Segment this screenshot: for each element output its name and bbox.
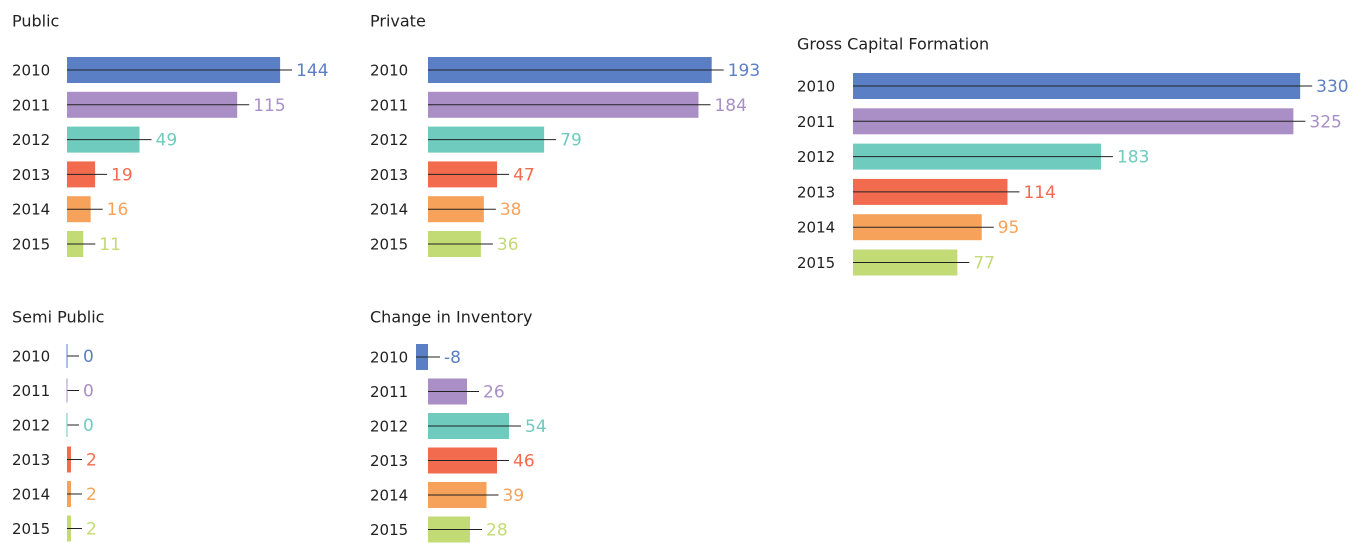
- category-label: 2013: [797, 183, 835, 201]
- category-label: 2010: [12, 62, 50, 80]
- chart-title: Public: [12, 12, 59, 31]
- category-label: 2015: [12, 236, 50, 254]
- value-label: 325: [1309, 112, 1341, 132]
- value-label: 36: [497, 235, 519, 255]
- category-label: 2015: [12, 520, 50, 538]
- category-label: 2014: [12, 201, 50, 219]
- chart-title: Gross Capital Formation: [797, 35, 989, 54]
- category-label: 2014: [370, 201, 408, 219]
- category-label: 2015: [797, 254, 835, 272]
- category-label: 2014: [12, 486, 50, 504]
- value-label: 0: [83, 382, 94, 402]
- value-label: 183: [1117, 148, 1149, 168]
- value-label: 46: [513, 452, 535, 472]
- category-label: 2012: [370, 418, 408, 436]
- category-label: 2011: [12, 96, 50, 114]
- value-label: 2: [86, 520, 97, 540]
- value-label: 0: [83, 347, 94, 367]
- category-label: 2011: [370, 383, 408, 401]
- value-label: 54: [525, 417, 547, 437]
- value-label: 47: [513, 165, 535, 185]
- category-label: 2012: [12, 131, 50, 149]
- value-label: 193: [728, 61, 760, 81]
- category-label: 2010: [12, 348, 50, 366]
- value-label: 0: [83, 416, 94, 436]
- category-label: 2011: [797, 113, 835, 131]
- category-label: 2013: [370, 452, 408, 470]
- category-label: 2015: [370, 236, 408, 254]
- value-label: 79: [560, 131, 582, 151]
- value-label: 38: [500, 200, 522, 220]
- chart-title: Semi Public: [12, 308, 104, 327]
- value-label: 2: [86, 451, 97, 471]
- value-label: 26: [483, 383, 505, 403]
- value-label: 49: [156, 131, 178, 151]
- category-label: 2014: [797, 219, 835, 237]
- value-label: 28: [486, 521, 508, 541]
- category-label: 2010: [797, 78, 835, 96]
- value-label: 184: [714, 96, 746, 116]
- category-label: 2010: [370, 62, 408, 80]
- category-label: 2015: [370, 521, 408, 539]
- value-label: 39: [503, 486, 525, 506]
- category-label: 2012: [12, 417, 50, 435]
- category-label: 2012: [797, 148, 835, 166]
- category-label: 2011: [370, 96, 408, 114]
- value-label: 2: [86, 485, 97, 505]
- chart-title: Change in Inventory: [370, 308, 532, 327]
- value-label: 11: [99, 235, 121, 255]
- category-label: 2011: [12, 382, 50, 400]
- value-label: -8: [444, 348, 461, 368]
- category-label: 2013: [370, 166, 408, 184]
- category-label: 2013: [12, 166, 50, 184]
- chart-title: Private: [370, 12, 426, 31]
- value-label: 16: [107, 200, 129, 220]
- value-label: 144: [296, 61, 328, 81]
- category-label: 2012: [370, 131, 408, 149]
- value-label: 19: [111, 165, 133, 185]
- value-label: 330: [1316, 77, 1348, 97]
- value-label: 114: [1023, 183, 1055, 203]
- value-label: 95: [998, 218, 1020, 238]
- value-label: 115: [253, 96, 285, 116]
- category-label: 2014: [370, 487, 408, 505]
- category-label: 2013: [12, 451, 50, 469]
- category-label: 2010: [370, 349, 408, 367]
- value-label: 77: [973, 254, 995, 274]
